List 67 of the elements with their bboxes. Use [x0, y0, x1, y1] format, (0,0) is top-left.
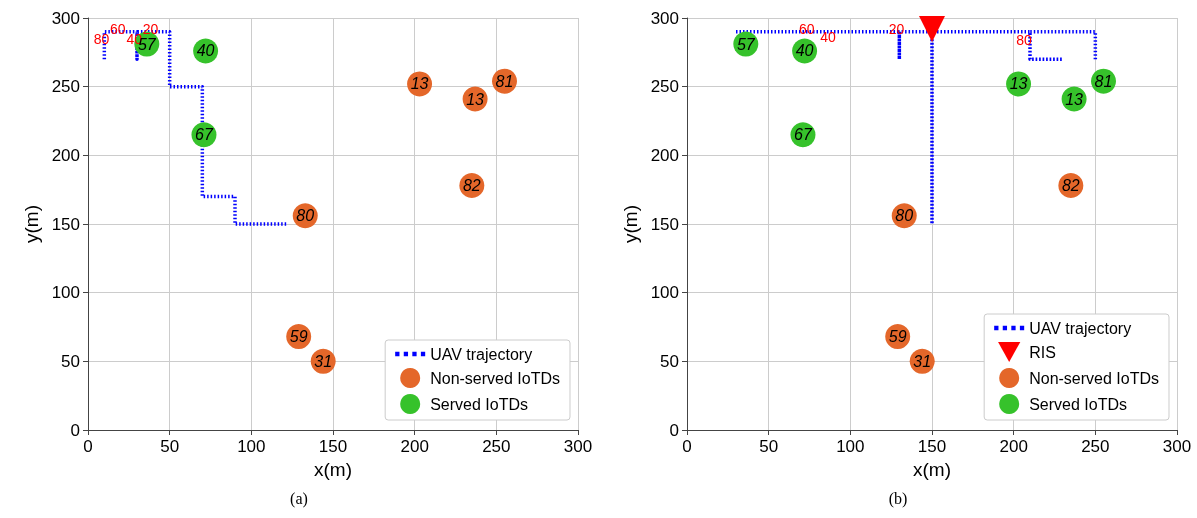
legend-label: Served IoTDs	[430, 395, 528, 413]
annotation: 67	[195, 126, 214, 144]
annotation: 82	[1061, 177, 1080, 195]
legend-label: Served IoTDs	[1029, 395, 1127, 413]
y-tick-label: 0	[70, 420, 80, 440]
x-tick-label: 300	[563, 437, 593, 456]
x-tick-label: 250	[1081, 437, 1110, 456]
y-tick-label: 300	[51, 8, 80, 28]
x-axis-title: x(m)	[913, 459, 951, 480]
y-tick-label: 150	[51, 214, 80, 234]
x-tick-label: 100	[836, 437, 865, 456]
x-tick-label: 100	[237, 437, 266, 456]
text: (a)	[289, 490, 309, 508]
annotation: 13	[466, 90, 485, 108]
annotation: 60	[110, 20, 126, 37]
annotation: 59	[289, 328, 308, 346]
x-tick-label: 150	[318, 437, 348, 456]
x-tick-label: 50	[160, 437, 180, 456]
annotation: 57	[736, 35, 756, 53]
x-tick-label: 200	[400, 437, 429, 456]
x-tick-label: 150	[917, 437, 947, 456]
annotation: 40	[795, 42, 814, 60]
annotation: 80	[93, 30, 110, 47]
annotation: 82	[462, 177, 481, 195]
legend-label: Non-served IoTDs	[1029, 369, 1160, 387]
legend-label: UAV trajectory	[430, 345, 533, 363]
y-tick-label: 300	[650, 8, 679, 28]
y-tick-label: 100	[650, 283, 679, 303]
x-tick-label: 300	[1162, 437, 1192, 456]
annotation: 80	[1016, 31, 1032, 48]
annotation: 60	[798, 20, 815, 37]
annotation: 13	[1009, 75, 1028, 93]
annotation: 20	[888, 20, 905, 37]
annotation: 31	[314, 352, 333, 370]
y-tick-label: 50	[61, 351, 80, 371]
x-tick-label: 0	[682, 437, 692, 456]
x-axis-title: x(m)	[314, 459, 352, 480]
y-tick-label: 150	[650, 214, 679, 234]
annotation: 40	[820, 29, 836, 46]
y-axis-title: y(m)	[20, 205, 42, 243]
annotation: 40	[196, 42, 215, 60]
legend-label: UAV trajectory	[1029, 319, 1132, 337]
y-tick-label: 250	[51, 77, 80, 97]
y-tick-label: 250	[650, 77, 679, 97]
annotation: 80	[895, 207, 914, 225]
x-tick-label: 0	[83, 437, 93, 456]
annotation: 59	[888, 328, 907, 346]
annotation: 13	[410, 75, 429, 93]
annotation: 81	[1094, 72, 1113, 90]
annotation: 13	[1065, 90, 1084, 108]
y-tick-label: 50	[660, 351, 679, 371]
y-axis-title: y(m)	[619, 205, 641, 243]
legend-label: Non-served IoTDs	[430, 369, 561, 387]
annotation: 81	[495, 72, 514, 90]
x-tick-label: 50	[759, 437, 779, 456]
annotation: 80	[296, 207, 315, 225]
x-tick-label: 200	[999, 437, 1028, 456]
y-tick-label: 100	[51, 283, 80, 303]
annotation: 31	[913, 352, 932, 370]
text: (b)	[887, 490, 909, 508]
legend-label: RIS	[1029, 343, 1056, 361]
y-tick-label: 0	[669, 420, 679, 440]
y-tick-label: 200	[51, 145, 80, 165]
point	[919, 15, 945, 42]
y-tick-label: 200	[650, 145, 679, 165]
annotation: 67	[794, 126, 813, 144]
x-tick-label: 250	[482, 437, 511, 456]
